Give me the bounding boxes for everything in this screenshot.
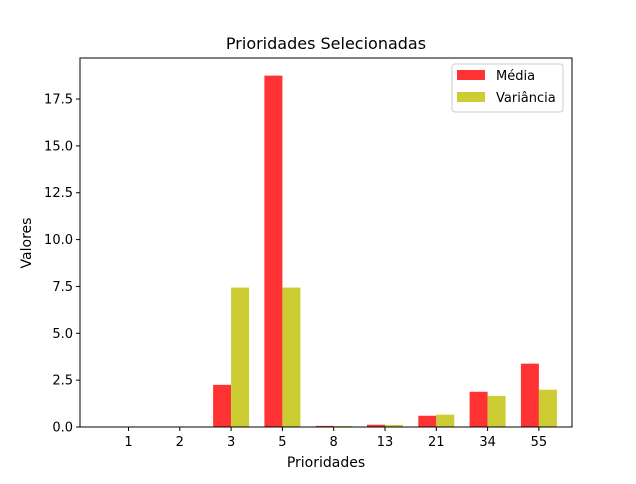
legend: Média Variância — [451, 63, 564, 113]
legend-label-variancia: Variância — [496, 91, 556, 106]
bar-media-21 — [418, 415, 437, 427]
bar-variancia-21 — [436, 414, 455, 427]
bar-media-34 — [469, 391, 488, 427]
y-tick-label: 2.5 — [52, 374, 73, 389]
y-tick-label: 12.5 — [44, 186, 73, 201]
y-tick-label: 5.0 — [52, 327, 73, 342]
x-tick-label: 55 — [531, 435, 548, 450]
y-axis-label: Valores — [19, 218, 35, 269]
x-tick-label: 5 — [278, 435, 286, 450]
bar-media-3 — [213, 384, 232, 427]
x-axis-label: Prioridades — [287, 455, 365, 471]
x-tick-label: 1 — [124, 435, 132, 450]
bar-variancia-13 — [385, 424, 403, 427]
plot-frame — [79, 57, 573, 428]
bar-media-8 — [315, 425, 334, 427]
bar-media-13 — [367, 424, 385, 427]
y-tick-label: 0.0 — [52, 421, 73, 436]
bar-variancia-34 — [487, 395, 506, 427]
x-tick-label: 2 — [176, 435, 184, 450]
legend-swatch-variancia — [457, 92, 485, 102]
legend-swatch-media — [457, 70, 485, 80]
chart-title: Prioridades Selecionadas — [226, 34, 426, 53]
bar-variancia-55 — [538, 389, 557, 427]
bar-variancia-5 — [282, 287, 301, 427]
x-tick-label: 8 — [330, 435, 338, 450]
y-tick-label: 17.5 — [44, 93, 73, 108]
y-axis: 0.0 2.5 5.0 7.5 10.0 12.5 15.0 17.5 — [44, 93, 80, 436]
x-axis: 1 2 3 5 8 13 21 34 55 — [124, 427, 547, 450]
legend-label-media: Média — [496, 69, 535, 84]
bars-layer — [213, 75, 557, 427]
y-tick-label: 10.0 — [44, 233, 73, 248]
x-tick-label: 21 — [428, 435, 445, 450]
bar-media-55 — [520, 363, 539, 427]
bar-media-5 — [264, 75, 283, 427]
y-tick-label: 15.0 — [44, 139, 73, 154]
bar-variancia-3 — [231, 287, 250, 427]
x-tick-label: 34 — [479, 435, 496, 450]
x-tick-label: 3 — [227, 435, 235, 450]
x-tick-label: 13 — [377, 435, 394, 450]
y-tick-label: 7.5 — [52, 280, 73, 295]
